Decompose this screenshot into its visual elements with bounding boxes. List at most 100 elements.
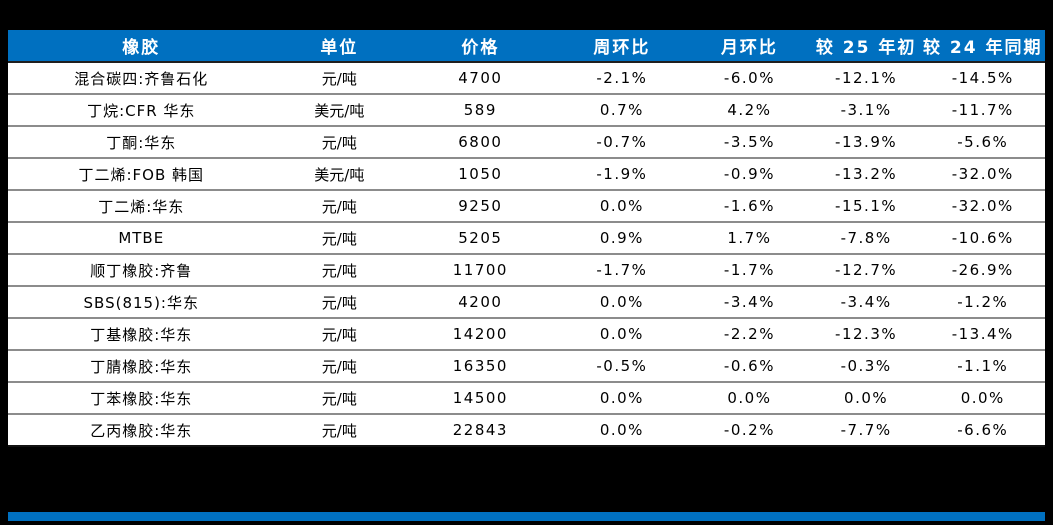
price-cell: 6800	[404, 126, 557, 159]
vs-24-same-cell: -14.5%	[920, 62, 1045, 95]
price-cell: 16350	[404, 350, 557, 383]
mom-change-cell: -0.2%	[687, 414, 812, 447]
unit-cell: 元/吨	[274, 126, 405, 159]
price-cell: 14200	[404, 318, 557, 351]
wow-change-cell: -0.7%	[556, 126, 688, 159]
wow-change-cell: -2.1%	[556, 62, 688, 95]
wow-change-cell: 0.0%	[556, 382, 688, 415]
mom-change-cell: -0.9%	[687, 158, 812, 191]
table-row: SBS(815):华东 元/吨 4200 0.0% -3.4% -3.4% -1…	[8, 286, 1045, 319]
vs-25-start-cell: -15.1%	[811, 190, 921, 223]
product-name-cell: 丁腈橡胶:华东	[8, 350, 275, 383]
column-header-vs-25-start: 较 25 年初	[811, 30, 921, 63]
vs-25-start-cell: -12.1%	[811, 62, 921, 95]
wow-change-cell: -1.7%	[556, 254, 688, 287]
wow-change-cell: -1.9%	[556, 158, 688, 191]
unit-cell: 元/吨	[274, 414, 405, 447]
mom-change-cell: -2.2%	[687, 318, 812, 351]
vs-24-same-cell: -32.0%	[920, 190, 1045, 223]
product-name-cell: 丁苯橡胶:华东	[8, 382, 275, 415]
vs-24-same-cell: -11.7%	[920, 94, 1045, 127]
wow-change-cell: 0.0%	[556, 190, 688, 223]
vs-25-start-cell: -7.8%	[811, 222, 921, 255]
table-row: 丁基橡胶:华东 元/吨 14200 0.0% -2.2% -12.3% -13.…	[8, 318, 1045, 351]
wow-change-cell: 0.9%	[556, 222, 688, 255]
vs-25-start-cell: -13.9%	[811, 126, 921, 159]
rubber-price-table: 橡胶 单位 价格 周环比 月环比 较 25 年初 较 24 年同期 混合碳四:齐…	[8, 30, 1045, 447]
product-name-cell: 丁酮:华东	[8, 126, 275, 159]
unit-cell: 元/吨	[274, 62, 405, 95]
product-name-cell: 乙丙橡胶:华东	[8, 414, 275, 447]
price-cell: 4200	[404, 286, 557, 319]
price-cell: 4700	[404, 62, 557, 95]
mom-change-cell: -0.6%	[687, 350, 812, 383]
price-cell: 14500	[404, 382, 557, 415]
product-name-cell: SBS(815):华东	[8, 286, 275, 319]
mom-change-cell: 4.2%	[687, 94, 812, 127]
unit-cell: 元/吨	[274, 254, 405, 287]
price-cell: 5205	[404, 222, 557, 255]
table-row: 顺丁橡胶:齐鲁 元/吨 11700 -1.7% -1.7% -12.7% -26…	[8, 254, 1045, 287]
wow-change-cell: 0.0%	[556, 414, 688, 447]
wow-change-cell: 0.0%	[556, 286, 688, 319]
vs-24-same-cell: -5.6%	[920, 126, 1045, 159]
vs-24-same-cell: -6.6%	[920, 414, 1045, 447]
wow-change-cell: 0.7%	[556, 94, 688, 127]
product-name-cell: 混合碳四:齐鲁石化	[8, 62, 275, 95]
table-row: 丁二烯:华东 元/吨 9250 0.0% -1.6% -15.1% -32.0%	[8, 190, 1045, 223]
vs-24-same-cell: -13.4%	[920, 318, 1045, 351]
table-header-row: 橡胶 单位 价格 周环比 月环比 较 25 年初 较 24 年同期	[8, 30, 1045, 63]
vs-25-start-cell: -12.7%	[811, 254, 921, 287]
wow-change-cell: 0.0%	[556, 318, 688, 351]
vs-25-start-cell: -3.1%	[811, 94, 921, 127]
table-row: 丁苯橡胶:华东 元/吨 14500 0.0% 0.0% 0.0% 0.0%	[8, 382, 1045, 415]
unit-cell: 元/吨	[274, 222, 405, 255]
price-cell: 589	[404, 94, 557, 127]
vs-25-start-cell: -0.3%	[811, 350, 921, 383]
product-name-cell: 顺丁橡胶:齐鲁	[8, 254, 275, 287]
unit-cell: 美元/吨	[274, 158, 405, 191]
unit-cell: 元/吨	[274, 382, 405, 415]
table-row: 丁酮:华东 元/吨 6800 -0.7% -3.5% -13.9% -5.6%	[8, 126, 1045, 159]
vs-24-same-cell: -10.6%	[920, 222, 1045, 255]
unit-cell: 元/吨	[274, 190, 405, 223]
vs-24-same-cell: -26.9%	[920, 254, 1045, 287]
product-name-cell: 丁二烯:FOB 韩国	[8, 158, 275, 191]
table-row: 丁二烯:FOB 韩国 美元/吨 1050 -1.9% -0.9% -13.2% …	[8, 158, 1045, 191]
product-name-cell: 丁基橡胶:华东	[8, 318, 275, 351]
mom-change-cell: 1.7%	[687, 222, 812, 255]
mom-change-cell: -1.7%	[687, 254, 812, 287]
price-table-card: 橡胶 单位 价格 周环比 月环比 较 25 年初 较 24 年同期 混合碳四:齐…	[8, 30, 1045, 447]
vs-24-same-cell: -1.2%	[920, 286, 1045, 319]
vs-24-same-cell: -1.1%	[920, 350, 1045, 383]
vs-25-start-cell: -7.7%	[811, 414, 921, 447]
unit-cell: 美元/吨	[274, 94, 405, 127]
table-row: MTBE 元/吨 5205 0.9% 1.7% -7.8% -10.6%	[8, 222, 1045, 255]
vs-24-same-cell: -32.0%	[920, 158, 1045, 191]
vs-24-same-cell: 0.0%	[920, 382, 1045, 415]
column-header-vs-24-same: 较 24 年同期	[920, 30, 1045, 63]
table-row: 丁腈橡胶:华东 元/吨 16350 -0.5% -0.6% -0.3% -1.1…	[8, 350, 1045, 383]
product-name-cell: 丁烷:CFR 华东	[8, 94, 275, 127]
unit-cell: 元/吨	[274, 350, 405, 383]
vs-25-start-cell: -12.3%	[811, 318, 921, 351]
vs-25-start-cell: -13.2%	[811, 158, 921, 191]
column-header-rubber: 橡胶	[8, 30, 275, 63]
unit-cell: 元/吨	[274, 286, 405, 319]
price-cell: 1050	[404, 158, 557, 191]
price-cell: 22843	[404, 414, 557, 447]
mom-change-cell: -6.0%	[687, 62, 812, 95]
wow-change-cell: -0.5%	[556, 350, 688, 383]
product-name-cell: MTBE	[8, 222, 275, 255]
column-header-wow: 周环比	[556, 30, 688, 63]
table-row: 混合碳四:齐鲁石化 元/吨 4700 -2.1% -6.0% -12.1% -1…	[8, 62, 1045, 95]
mom-change-cell: -3.4%	[687, 286, 812, 319]
mom-change-cell: -3.5%	[687, 126, 812, 159]
product-name-cell: 丁二烯:华东	[8, 190, 275, 223]
price-cell: 11700	[404, 254, 557, 287]
mom-change-cell: 0.0%	[687, 382, 812, 415]
unit-cell: 元/吨	[274, 318, 405, 351]
table-row: 丁烷:CFR 华东 美元/吨 589 0.7% 4.2% -3.1% -11.7…	[8, 94, 1045, 127]
table-row: 乙丙橡胶:华东 元/吨 22843 0.0% -0.2% -7.7% -6.6%	[8, 414, 1045, 447]
vs-25-start-cell: -3.4%	[811, 286, 921, 319]
